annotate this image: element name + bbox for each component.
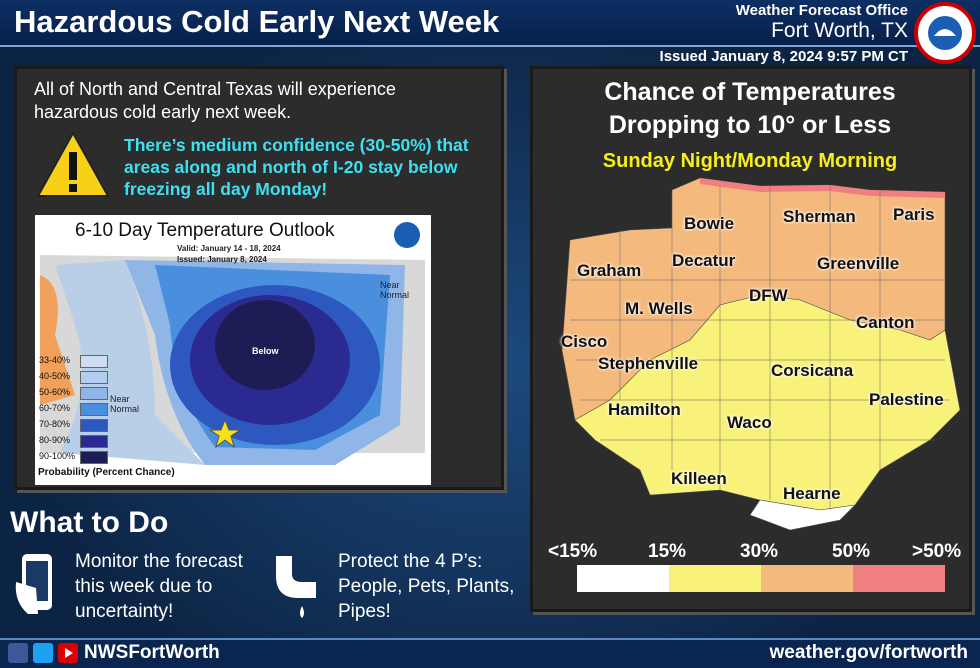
right-title-1: Chance of Temperatures: [604, 78, 896, 106]
legend-swatch: [80, 419, 108, 432]
legend-label: 50-60%: [39, 387, 71, 397]
city-label: Canton: [856, 313, 915, 332]
action-2: Protect the 4 P’s: People, Pets, Plants,…: [338, 551, 515, 622]
scale-swatch: [577, 565, 669, 592]
city-label: DFW: [749, 286, 788, 305]
city-label: Decatur: [672, 251, 736, 270]
pipe-icon: [276, 556, 316, 618]
scale-swatch: [669, 565, 761, 592]
outlook-title: 6-10 Day Temperature Outlook: [75, 220, 335, 241]
legend-label: 33-40%: [39, 355, 71, 365]
office: Weather Forecast Office: [735, 2, 908, 19]
right-subtitle: Sunday Night/Monday Morning: [602, 150, 898, 172]
footer-handle[interactable]: NWSFortWorth: [84, 642, 220, 663]
city-label: M. Wells: [625, 299, 693, 318]
warning-icon: [36, 130, 110, 197]
scale-swatch: [761, 565, 853, 592]
scale-label: 30%: [740, 541, 779, 562]
city-label: Hamilton: [608, 400, 681, 419]
legend-label: 70-80%: [39, 419, 71, 429]
scale-label: >50%: [912, 541, 962, 562]
city-label: Graham: [577, 261, 642, 280]
city-label: Bowie: [684, 214, 735, 233]
legend-label: 40-50%: [39, 371, 71, 381]
legend-swatch: [80, 435, 108, 448]
social-icons: [8, 643, 78, 663]
city-label: Sherman: [783, 207, 856, 226]
location: Fort Worth, TX: [771, 19, 908, 42]
city-label: Waco: [727, 413, 772, 432]
page-title: Hazardous Cold Early Next Week: [14, 4, 500, 39]
city-label: Corsicana: [771, 361, 854, 380]
scale-label: 15%: [648, 541, 687, 562]
intro-text: All of North and Central Texas will expe…: [34, 79, 396, 122]
legend-swatch: [80, 403, 108, 416]
near-normal-east: Near Normal: [380, 280, 410, 300]
footer-bar: [0, 638, 980, 668]
city-label: Killeen: [671, 469, 727, 488]
near-normal-west: Near Normal: [110, 394, 140, 414]
right-title-2: Dropping to 10° or Less: [608, 111, 892, 139]
scale-label: 50%: [832, 541, 871, 562]
legend-swatch: [80, 451, 108, 464]
city-label: Stephenville: [598, 354, 699, 373]
scale-label: <15%: [548, 541, 598, 562]
outlook-valid: Valid: January 14 - 18, 2024: [177, 244, 281, 253]
city-label: Hearne: [783, 484, 841, 503]
actions-title: What to Do: [10, 506, 169, 539]
city-label: Greenville: [817, 254, 900, 273]
legend-swatch: [80, 371, 108, 384]
outlook-legend-title: Probability (Percent Chance): [38, 467, 175, 478]
issued: Issued January 8, 2024 9:57 PM CT: [659, 48, 908, 65]
legend-label: 80-90%: [39, 435, 71, 445]
action-1: Monitor the forecast this week due to un…: [75, 551, 243, 622]
city-label: Cisco: [561, 332, 608, 351]
city-label: Palestine: [869, 390, 944, 409]
outlook-issued: Issued: January 8, 2024: [177, 255, 267, 264]
legend-swatch: [80, 387, 108, 400]
below-label: Below: [252, 346, 279, 356]
nws-logo: [914, 2, 976, 64]
legend-swatch: [80, 355, 108, 368]
scale-swatch: [853, 565, 945, 592]
legend-label: 90-100%: [39, 451, 76, 461]
header-bar: [0, 0, 980, 47]
legend-label: 60-70%: [39, 403, 71, 413]
footer-url[interactable]: weather.gov/fortworth: [769, 642, 968, 663]
phone-icon: [15, 554, 52, 614]
alert-text: There’s medium confidence (30-50%) that …: [124, 135, 469, 199]
outlook-map: [35, 215, 431, 485]
city-label: Paris: [893, 205, 935, 224]
